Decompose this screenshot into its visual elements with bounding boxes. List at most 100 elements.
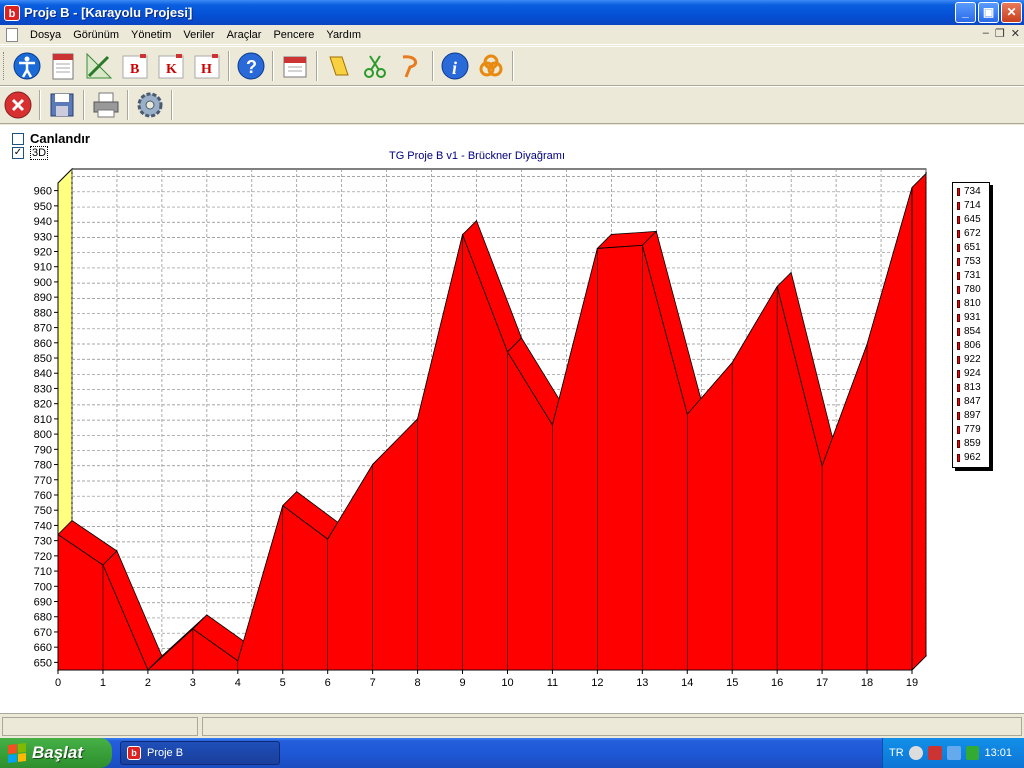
network-status-icon[interactable] [927, 746, 942, 760]
legend-item: 731 [957, 270, 981, 281]
legend-label: 813 [964, 382, 981, 393]
scissors-icon[interactable] [359, 50, 391, 82]
legend-label: 962 [964, 452, 981, 463]
menu-yardim[interactable]: Yardım [326, 28, 362, 41]
legend-swatch [957, 299, 960, 308]
language-indicator[interactable]: TR [888, 747, 904, 759]
animate-checkbox-row[interactable]: Canlandır [12, 131, 90, 146]
legend-swatch [957, 397, 960, 406]
main-toolbar: B K H ? i [0, 46, 1024, 86]
area-end-side [911, 172, 927, 671]
menu-yonetim[interactable]: Yönetim [131, 28, 172, 41]
x-tick-label: 17 [816, 677, 828, 689]
minimize-button[interactable]: _ [955, 2, 976, 23]
legend-item: 854 [957, 326, 981, 337]
y-tick-label: 750 [34, 505, 52, 517]
document-icon[interactable] [47, 50, 79, 82]
maximize-button[interactable]: ▣ [978, 2, 999, 23]
toolbar-separator [316, 51, 318, 81]
b-icon[interactable]: B [119, 50, 151, 82]
paste-icon[interactable] [395, 50, 427, 82]
start-button[interactable]: Başlat [0, 738, 112, 768]
x-tick-label: 19 [906, 677, 918, 689]
security-icon[interactable] [965, 746, 980, 760]
legend-item: 813 [957, 382, 981, 393]
menu-veriler[interactable]: Veriler [183, 28, 215, 41]
menu-pencere[interactable]: Pencere [273, 28, 315, 41]
legend-swatch [957, 187, 960, 196]
animate-checkbox[interactable] [12, 132, 24, 145]
help-icon[interactable]: ? [235, 50, 267, 82]
threed-checkbox[interactable]: ✓ [12, 147, 24, 159]
y-tick-label: 660 [34, 642, 52, 654]
legend-swatch [957, 201, 960, 210]
mdi-minimize-button[interactable]: – [982, 27, 989, 39]
y-tick-label: 830 [34, 383, 52, 395]
legend-item: 672 [957, 228, 981, 239]
legend-swatch [957, 215, 960, 224]
legend-label: 780 [964, 284, 981, 295]
accessibility-icon[interactable] [11, 50, 43, 82]
threed-label: 3D [30, 146, 49, 160]
legend-item: 931 [957, 312, 981, 323]
k-icon[interactable]: K [155, 50, 187, 82]
close-button[interactable]: ✕ [1001, 2, 1022, 23]
x-tick-label: 11 [547, 677, 558, 689]
legend-swatch [957, 369, 960, 378]
legend-item: 645 [957, 214, 981, 225]
display-icon[interactable] [946, 746, 961, 760]
threed-checkbox-row[interactable]: ✓ 3D [12, 146, 49, 160]
toolbar-separator [171, 90, 173, 120]
legend-item: 962 [957, 452, 981, 463]
legend-label: 924 [964, 368, 981, 379]
calendar-icon[interactable] [279, 50, 311, 82]
legend-label: 897 [964, 410, 981, 421]
y-tick-label: 930 [34, 231, 52, 243]
toolbar-grip[interactable] [3, 52, 6, 80]
legend-swatch [957, 341, 960, 350]
save-icon[interactable] [46, 89, 78, 121]
y-tick-label: 670 [34, 627, 52, 639]
x-tick-label: 14 [681, 677, 693, 689]
print-icon[interactable] [90, 89, 122, 121]
menu-dosya[interactable]: Dosya [30, 28, 62, 41]
mdi-close-button[interactable]: ✕ [1010, 28, 1020, 40]
y-tick-label: 800 [34, 429, 52, 441]
info-icon[interactable]: i [439, 50, 471, 82]
legend-label: 734 [964, 186, 981, 197]
h-label: H [201, 62, 212, 77]
toolbar-separator [39, 90, 41, 120]
x-tick-label: 6 [325, 677, 331, 689]
secondary-toolbar [0, 86, 1024, 124]
menu-gorunum[interactable]: Görünüm [73, 28, 120, 41]
status-pane-left [2, 717, 198, 736]
menu-araclar[interactable]: Araçlar [226, 28, 262, 41]
y-tick-label: 920 [34, 246, 52, 258]
legend-swatch [957, 285, 960, 294]
y-tick-label: 780 [34, 460, 52, 472]
legend-swatch [957, 425, 960, 434]
legend-item: 922 [957, 354, 981, 365]
document-icon[interactable] [6, 27, 18, 42]
legend-label: 731 [964, 270, 981, 281]
y-tick-label: 860 [34, 338, 52, 350]
y-tick-label: 690 [34, 597, 52, 609]
status-pane-right [202, 717, 1022, 736]
y-tick-label: 840 [34, 368, 52, 380]
legend-label: 779 [964, 424, 981, 435]
ruler-icon[interactable] [83, 50, 115, 82]
x-tick-label: 16 [771, 677, 783, 689]
back-arrow-icon[interactable] [908, 746, 923, 760]
taskbar-item-proje-b[interactable]: b Proje B [120, 741, 280, 765]
window-title: Proje B - [Karayolu Projesi] [24, 5, 193, 20]
legend-item: 924 [957, 368, 981, 379]
close-circle-icon[interactable] [2, 89, 34, 121]
settings-gear-icon[interactable] [134, 89, 166, 121]
mdi-restore-button[interactable]: ❐ [994, 28, 1005, 40]
y-tick-label: 910 [34, 262, 52, 274]
x-tick-label: 8 [415, 677, 421, 689]
cut-icon[interactable] [323, 50, 355, 82]
network-icon[interactable] [475, 50, 507, 82]
legend-label: 922 [964, 354, 981, 365]
h-icon[interactable]: H [191, 50, 223, 82]
